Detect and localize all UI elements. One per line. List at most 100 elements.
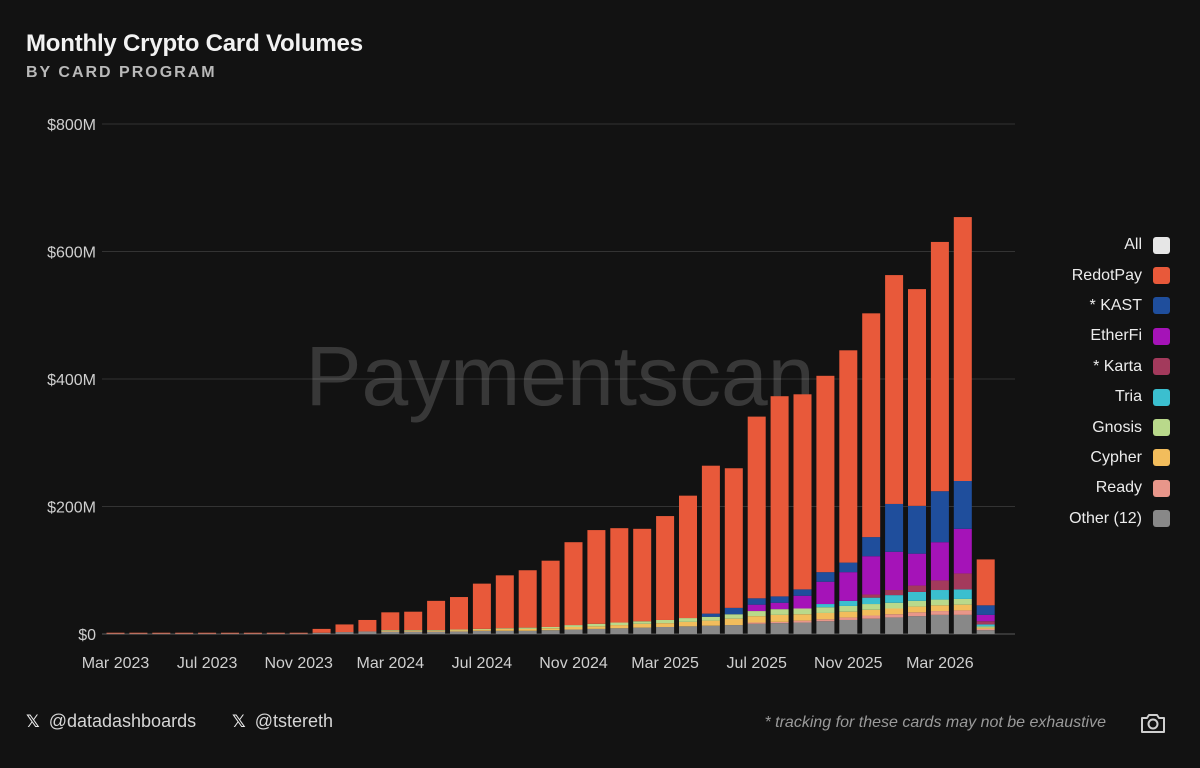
bar-segment[interactable]	[518, 630, 537, 634]
bar-segment[interactable]	[541, 560, 560, 627]
legend-item[interactable]: All	[1020, 230, 1170, 260]
bar-segment[interactable]	[747, 622, 766, 624]
bar-segment[interactable]	[701, 613, 720, 617]
legend-item[interactable]: Tria	[1020, 382, 1170, 412]
bar-segment[interactable]	[747, 623, 766, 634]
bar-segment[interactable]	[106, 633, 125, 635]
bar-segment[interactable]	[862, 556, 881, 595]
legend-item[interactable]: * Karta	[1020, 352, 1170, 382]
bar-segment[interactable]	[679, 621, 697, 627]
bar-segment[interactable]	[770, 602, 789, 610]
bar-segment[interactable]	[587, 626, 606, 629]
bar-segment[interactable]	[610, 628, 629, 634]
bar-segment[interactable]	[839, 619, 858, 634]
bar-segment[interactable]	[770, 623, 789, 634]
bar-stack[interactable]	[381, 612, 400, 634]
bar-segment[interactable]	[427, 630, 446, 631]
bar-segment[interactable]	[289, 632, 308, 634]
bar-segment[interactable]	[679, 618, 697, 622]
bar-segment[interactable]	[930, 614, 949, 634]
bar-stack[interactable]	[358, 619, 377, 634]
bar-stack[interactable]	[701, 465, 720, 634]
bar-segment[interactable]	[862, 604, 881, 610]
bar-segment[interactable]	[472, 583, 491, 629]
legend-item[interactable]: Gnosis	[1020, 412, 1170, 442]
bar-segment[interactable]	[679, 626, 697, 634]
camera-icon[interactable]	[1139, 709, 1167, 737]
bar-segment[interactable]	[656, 623, 675, 627]
bar-segment[interactable]	[908, 612, 926, 617]
bar-segment[interactable]	[862, 594, 881, 598]
bar-segment[interactable]	[610, 625, 629, 629]
bar-segment[interactable]	[793, 589, 812, 596]
bar-segment[interactable]	[953, 604, 972, 611]
bar-segment[interactable]	[381, 630, 400, 632]
bar-segment[interactable]	[335, 632, 354, 634]
bar-segment[interactable]	[976, 605, 995, 615]
bar-segment[interactable]	[656, 619, 675, 624]
bar-segment[interactable]	[953, 217, 972, 481]
bar-segment[interactable]	[724, 607, 743, 615]
bar-segment[interactable]	[633, 621, 652, 624]
bar-stack[interactable]	[472, 583, 491, 634]
bar-segment[interactable]	[450, 597, 468, 630]
bar-segment[interactable]	[816, 621, 835, 634]
legend-item[interactable]: EtherFi	[1020, 321, 1170, 351]
bar-segment[interactable]	[129, 632, 148, 634]
bar-segment[interactable]	[243, 632, 262, 634]
bar-segment[interactable]	[518, 627, 537, 629]
bar-segment[interactable]	[862, 609, 881, 616]
bar-segment[interactable]	[518, 570, 537, 628]
bar-segment[interactable]	[358, 631, 377, 634]
bar-segment[interactable]	[885, 590, 904, 596]
bar-segment[interactable]	[221, 632, 239, 634]
bar-segment[interactable]	[930, 580, 949, 591]
bar-stack[interactable]	[747, 416, 766, 634]
bar-segment[interactable]	[152, 633, 171, 635]
bar-stack[interactable]	[587, 530, 606, 634]
bar-segment[interactable]	[381, 612, 400, 631]
bar-segment[interactable]	[381, 631, 400, 634]
bar-stack[interactable]	[518, 570, 537, 634]
bar-segment[interactable]	[610, 528, 629, 623]
bar-stack[interactable]	[610, 528, 629, 634]
bar-stack[interactable]	[793, 394, 812, 634]
bar-segment[interactable]	[701, 620, 720, 626]
bar-stack[interactable]	[839, 350, 858, 634]
bar-segment[interactable]	[770, 621, 789, 624]
bar-segment[interactable]	[175, 632, 194, 634]
bar-segment[interactable]	[701, 465, 720, 614]
bar-stack[interactable]	[930, 241, 949, 634]
bar-segment[interactable]	[908, 585, 926, 592]
bar-segment[interactable]	[839, 350, 858, 563]
bar-segment[interactable]	[541, 626, 560, 629]
bar-segment[interactable]	[793, 614, 812, 621]
bar-segment[interactable]	[862, 537, 881, 557]
bar-segment[interactable]	[793, 622, 812, 634]
bar-segment[interactable]	[976, 628, 995, 631]
bar-segment[interactable]	[587, 628, 606, 634]
bar-segment[interactable]	[770, 614, 789, 622]
bar-segment[interactable]	[404, 611, 423, 631]
bar-segment[interactable]	[885, 551, 904, 591]
bar-segment[interactable]	[862, 597, 881, 605]
bar-segment[interactable]	[816, 572, 835, 582]
bar-segment[interactable]	[450, 629, 468, 631]
bar-segment[interactable]	[839, 562, 858, 573]
bar-segment[interactable]	[862, 313, 881, 538]
bar-segment[interactable]	[839, 600, 858, 606]
bar-segment[interactable]	[793, 394, 812, 590]
bar-segment[interactable]	[930, 611, 949, 615]
bar-segment[interactable]	[885, 595, 904, 603]
bar-segment[interactable]	[472, 629, 491, 631]
bar-stack[interactable]	[908, 289, 926, 634]
bar-segment[interactable]	[770, 609, 789, 615]
bar-segment[interactable]	[633, 627, 652, 634]
bar-segment[interactable]	[862, 618, 881, 634]
bar-stack[interactable]	[289, 632, 308, 635]
bar-segment[interactable]	[885, 602, 904, 609]
bar-segment[interactable]	[587, 623, 606, 627]
bar-stack[interactable]	[266, 632, 285, 635]
bar-segment[interactable]	[862, 615, 881, 619]
bar-segment[interactable]	[243, 633, 262, 635]
